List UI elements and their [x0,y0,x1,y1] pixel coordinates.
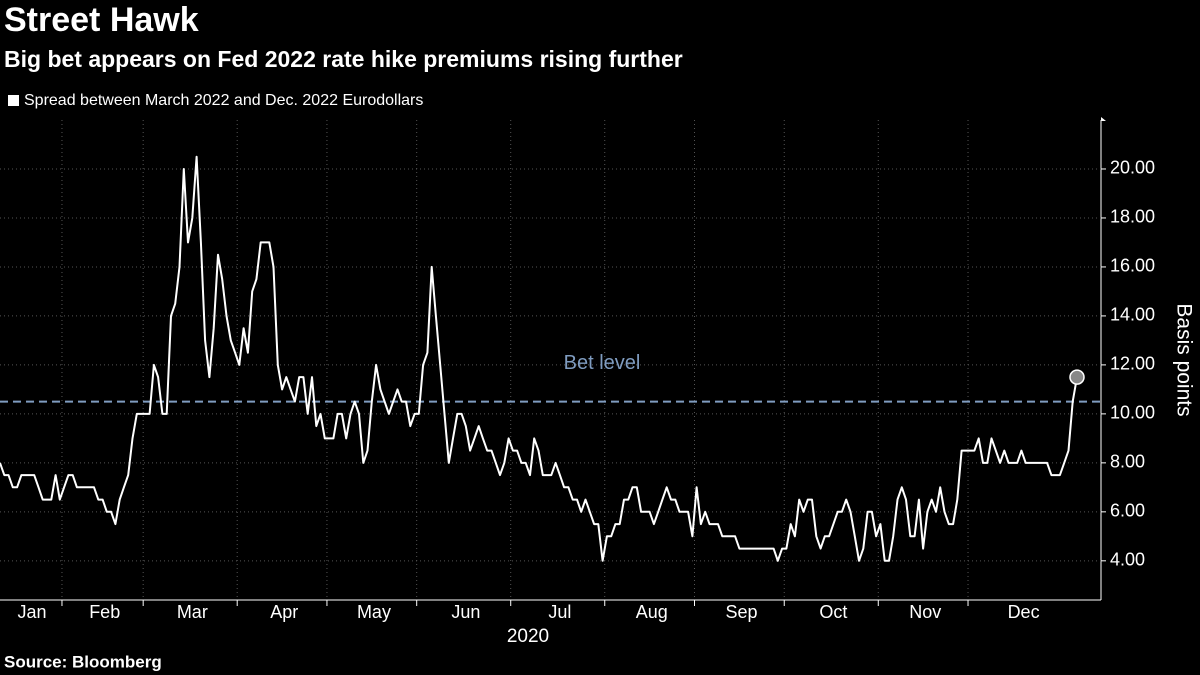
y-tick-label: 16.00 [1110,256,1155,276]
axis-arrow [1101,117,1106,121]
end-point [1069,369,1085,385]
y-tick-label: 18.00 [1110,207,1155,227]
x-tick-label: Jun [451,602,480,622]
x-tick-label: Oct [819,602,847,622]
legend-label: Spread between March 2022 and Dec. 2022 … [24,92,423,109]
y-tick-label: 12.00 [1110,354,1155,374]
y-tick-label: 4.00 [1110,550,1145,570]
legend-swatch [8,95,19,106]
x-tick-label: Jul [548,602,571,622]
x-tick-label: Sep [725,602,757,622]
x-axis-label: 2020 [507,626,549,647]
x-tick-label: Aug [636,602,668,622]
y-tick-label: 8.00 [1110,452,1145,472]
x-tick-label: Apr [270,602,298,622]
x-tick-label: Dec [1008,602,1040,622]
y-tick-label: 6.00 [1110,501,1145,521]
x-tick-label: Feb [89,602,120,622]
source: Source: Bloomberg [4,652,162,671]
chart-title: Street Hawk [4,1,199,39]
y-tick-label: 20.00 [1110,158,1155,178]
x-tick-label: Jan [18,602,47,622]
y-tick-label: 14.00 [1110,305,1155,325]
reference-label: Bet level [564,352,641,374]
chart-subtitle: Big bet appears on Fed 2022 rate hike pr… [4,46,683,72]
x-tick-label: Nov [909,602,941,622]
x-tick-label: Mar [177,602,208,622]
y-tick-label: 10.00 [1110,403,1155,423]
series-line [0,155,1078,562]
x-tick-label: May [357,602,391,622]
y-axis-label: Basis points [1172,303,1195,416]
